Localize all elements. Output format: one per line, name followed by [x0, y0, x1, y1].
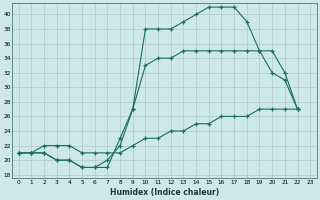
X-axis label: Humidex (Indice chaleur): Humidex (Indice chaleur)	[110, 188, 219, 197]
